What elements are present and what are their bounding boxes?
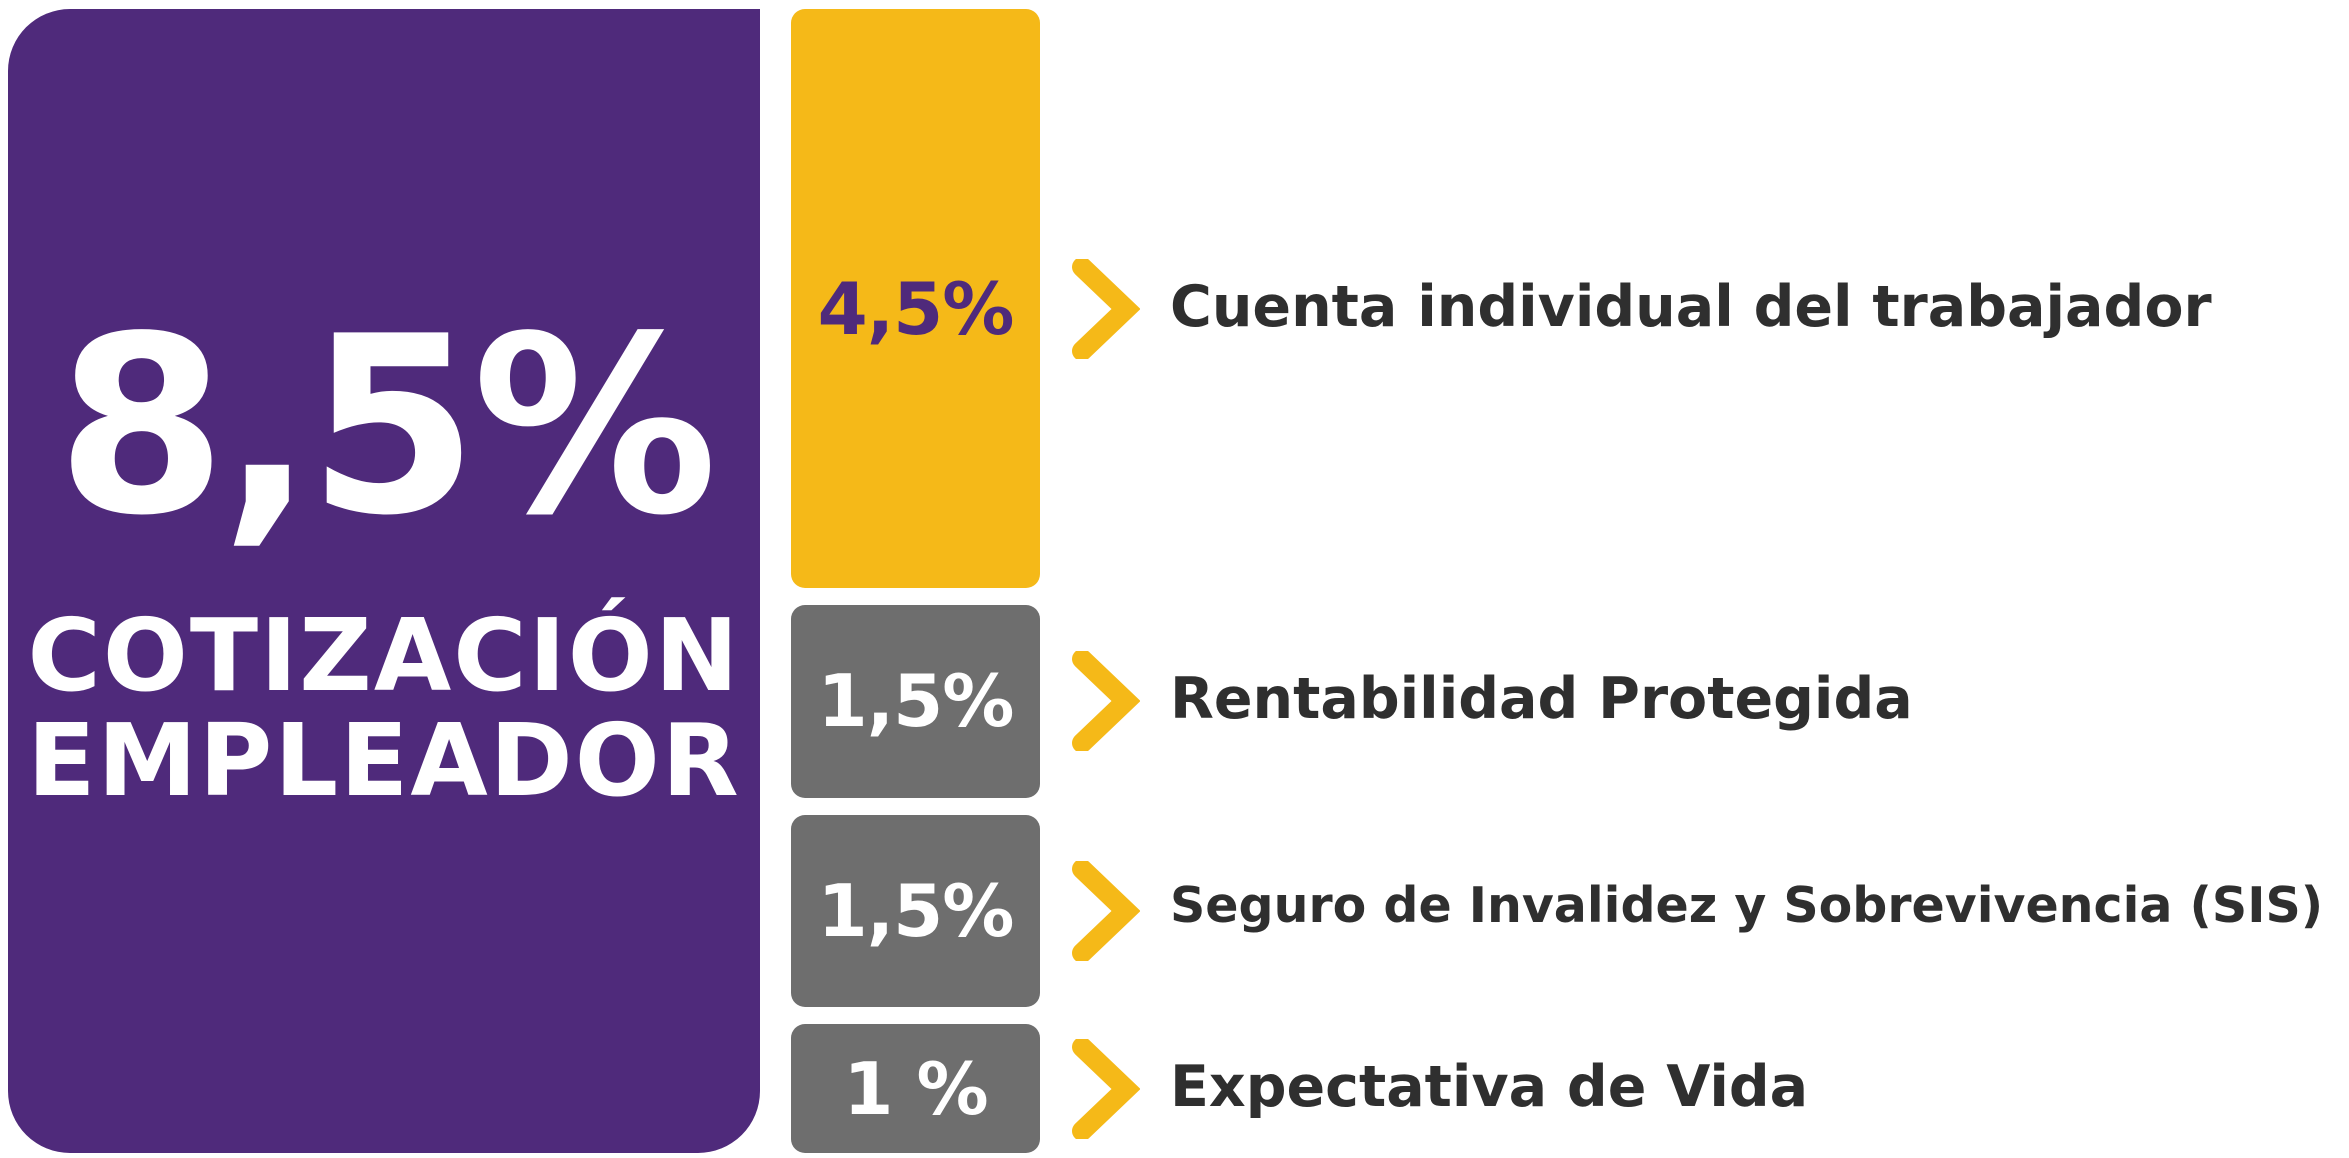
segment-bar: 4,5% <box>791 9 1040 588</box>
segment-category-label: Seguro de Invalidez y Sobrevivencia (SIS… <box>1170 876 2324 934</box>
segment-value-label: 1 % <box>843 1046 988 1131</box>
chevron-right-icon <box>1072 259 1140 359</box>
segment-value-label: 4,5% <box>817 267 1015 351</box>
segment-bar: 1,5% <box>791 814 1040 1008</box>
segment-bar: 1 % <box>791 1024 1040 1153</box>
segment-bar: 1,5% <box>791 604 1040 798</box>
chevron-right-icon <box>1072 860 1140 961</box>
segment-value-label: 1,5% <box>817 659 1015 744</box>
chevron-right-icon <box>1072 651 1140 752</box>
segment-category-label: Cuenta individual del trabajador <box>1170 274 2212 340</box>
total-contribution-value: 8,5% <box>56 284 718 569</box>
chevron-right-icon <box>1072 1038 1140 1139</box>
segment-category-label: Expectativa de Vida <box>1170 1053 1809 1120</box>
total-caption-line-1: COTIZACIÓN <box>27 597 741 714</box>
segment-value-label: 1,5% <box>817 868 1015 953</box>
total-contribution-panel: 8,5% COTIZACIÓN EMPLEADOR <box>8 9 760 1153</box>
segment-category-label: Rentabilidad Protegida <box>1170 666 1913 733</box>
total-caption-line-2: EMPLEADOR <box>27 702 741 819</box>
